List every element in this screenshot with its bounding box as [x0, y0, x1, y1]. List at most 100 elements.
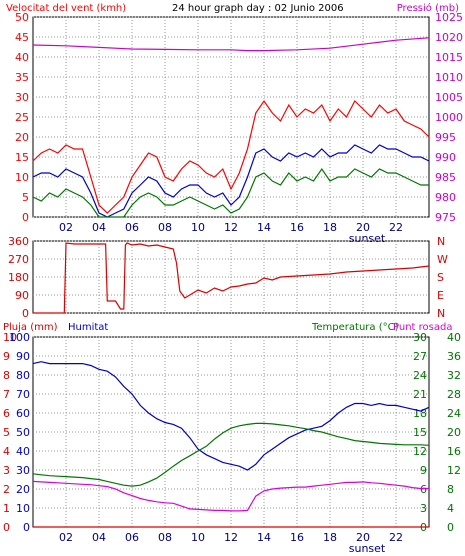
series-line-wind-gust [32, 99, 430, 214]
wind-pressure-series [32, 37, 430, 218]
wind-direction-tick-label: 360 [8, 235, 29, 248]
wind-speed-tick-label: 5 [22, 191, 29, 204]
temperature-outer-tick-label: 36 [447, 350, 461, 363]
x-tick-label: 04 [92, 221, 106, 234]
series-line-direction [33, 242, 430, 314]
x-tick-label: 10 [191, 531, 205, 544]
pressure-tick-label: 1015 [435, 51, 463, 64]
x-tick-label: 14 [257, 531, 271, 544]
wind-pressure-panel: 0510152025303540455097598098599099510001… [15, 11, 463, 245]
x-tick-label: 22 [389, 531, 403, 544]
rain-tick-label: 1 [3, 502, 10, 515]
temperature-inner-tick-label: 3 [420, 502, 427, 515]
temperature-inner-tick-label: 15 [413, 426, 427, 439]
pressure-tick-label: 995 [435, 131, 456, 144]
wind-speed-tick-label: 45 [15, 31, 29, 44]
x-tick-label: 10 [191, 221, 205, 234]
x-tick-label: 08 [158, 531, 172, 544]
rain-humidity-temperature-y-ticks: 0123456789100102030405060708090100036912… [3, 331, 461, 534]
wind-direction-tick-label: 0 [22, 307, 29, 320]
x-tick-label: 16 [290, 221, 304, 234]
wind-pressure-x-ticks: 02 04 06 08 10 12 14 16 18 20 22 [59, 221, 403, 234]
wind-speed-tick-label: 50 [15, 11, 29, 24]
compass-tick-label: W [437, 253, 448, 266]
wind-speed-tick-label: 40 [15, 51, 29, 64]
temperature-outer-tick-label: 28 [447, 388, 461, 401]
rain-tick-label: 7 [3, 388, 10, 401]
compass-tick-label: N [437, 235, 445, 248]
wind-direction-grid [33, 240, 429, 314]
humidity-tick-label: 80 [16, 369, 30, 382]
series-line-dew-point [32, 480, 429, 512]
rain-tick-label: 4 [3, 445, 10, 458]
rain-tick-label: 0 [3, 521, 10, 534]
temperature-inner-tick-label: 30 [413, 331, 427, 344]
temperature-outer-tick-label: 12 [447, 464, 461, 477]
wind-speed-tick-label: 20 [15, 131, 29, 144]
pressure-tick-label: 990 [435, 151, 456, 164]
humidity-tick-label: 40 [16, 445, 30, 458]
compass-tick-label: E [437, 289, 444, 302]
temperature-label: Temperatura (°C) [311, 322, 399, 333]
x-tick-label: 12 [224, 221, 238, 234]
wind-speed-tick-label: 10 [15, 171, 29, 184]
wind-pressure-y-ticks: 0510152025303540455097598098599099510001… [15, 11, 463, 224]
x-tick-label: 02 [59, 221, 73, 234]
temperature-outer-tick-label: 0 [447, 521, 454, 534]
x-tick-label: 18 [323, 221, 337, 234]
temperature-outer-tick-label: 40 [447, 331, 461, 344]
x-tick-label: 20 [356, 531, 370, 544]
series-line-pressure [32, 37, 430, 52]
x-tick-label: 22 [389, 221, 403, 234]
humidity-tick-label: 70 [16, 388, 30, 401]
rain-tick-label: 5 [3, 426, 10, 439]
rain-tick-label: 9 [3, 350, 10, 363]
humidity-tick-label: 100 [9, 331, 30, 344]
wind-speed-tick-label: 25 [15, 111, 29, 124]
rain-tick-label: 3 [3, 464, 10, 477]
pressure-tick-label: 980 [435, 191, 456, 204]
pressure-tick-label: 975 [435, 211, 456, 224]
rain-humidity-temperature-panel: 0123456789100102030405060708090100036912… [3, 331, 461, 555]
temperature-inner-tick-label: 9 [420, 464, 427, 477]
rain-tick-label: 10 [3, 331, 17, 344]
humidity-tick-label: 30 [16, 464, 30, 477]
x-tick-label: 08 [158, 221, 172, 234]
temperature-inner-tick-label: 27 [413, 350, 427, 363]
rain-humidity-temperature-x-ticks: 02 04 06 08 10 12 14 16 18 20 22 [59, 531, 403, 544]
wind-speed-tick-label: 35 [15, 71, 29, 84]
temperature-outer-tick-label: 32 [447, 369, 461, 382]
wind-speed-label: Velocitat del vent (kmh) [6, 3, 126, 14]
humidity-tick-label: 20 [16, 483, 30, 496]
x-tick-label: 06 [125, 221, 139, 234]
series-line-wind-average [32, 144, 430, 218]
wind-direction-tick-label: 270 [8, 253, 29, 266]
temperature-inner-tick-label: 12 [413, 445, 427, 458]
compass-tick-label: S [437, 271, 444, 284]
pressure-tick-label: 985 [435, 171, 456, 184]
wind-direction-series [33, 242, 430, 314]
rain-tick-label: 2 [3, 483, 10, 496]
wind-direction-tick-label: 180 [8, 271, 29, 284]
rain-tick-label: 6 [3, 407, 10, 420]
humidity-tick-label: 60 [16, 407, 30, 420]
wind-direction-tick-label: 90 [15, 289, 29, 302]
temperature-outer-tick-label: 24 [447, 407, 461, 420]
humidity-label: Humitat [68, 322, 108, 333]
humidity-tick-label: 0 [23, 521, 30, 534]
pressure-label: Pressió (mb) [397, 2, 459, 14]
temperature-outer-tick-label: 20 [447, 426, 461, 439]
x-tick-label: 18 [323, 531, 337, 544]
wind-speed-tick-label: 0 [22, 211, 29, 224]
rain-humidity-temperature-series [32, 361, 430, 528]
wind-speed-tick-label: 15 [15, 151, 29, 164]
sunset-label-top: sunset [349, 232, 386, 245]
temperature-inner-tick-label: 24 [413, 369, 427, 382]
dew-point-label: Punt rosada [393, 322, 452, 333]
rain-tick-label: 8 [3, 369, 10, 382]
pressure-tick-label: 1000 [435, 111, 463, 124]
